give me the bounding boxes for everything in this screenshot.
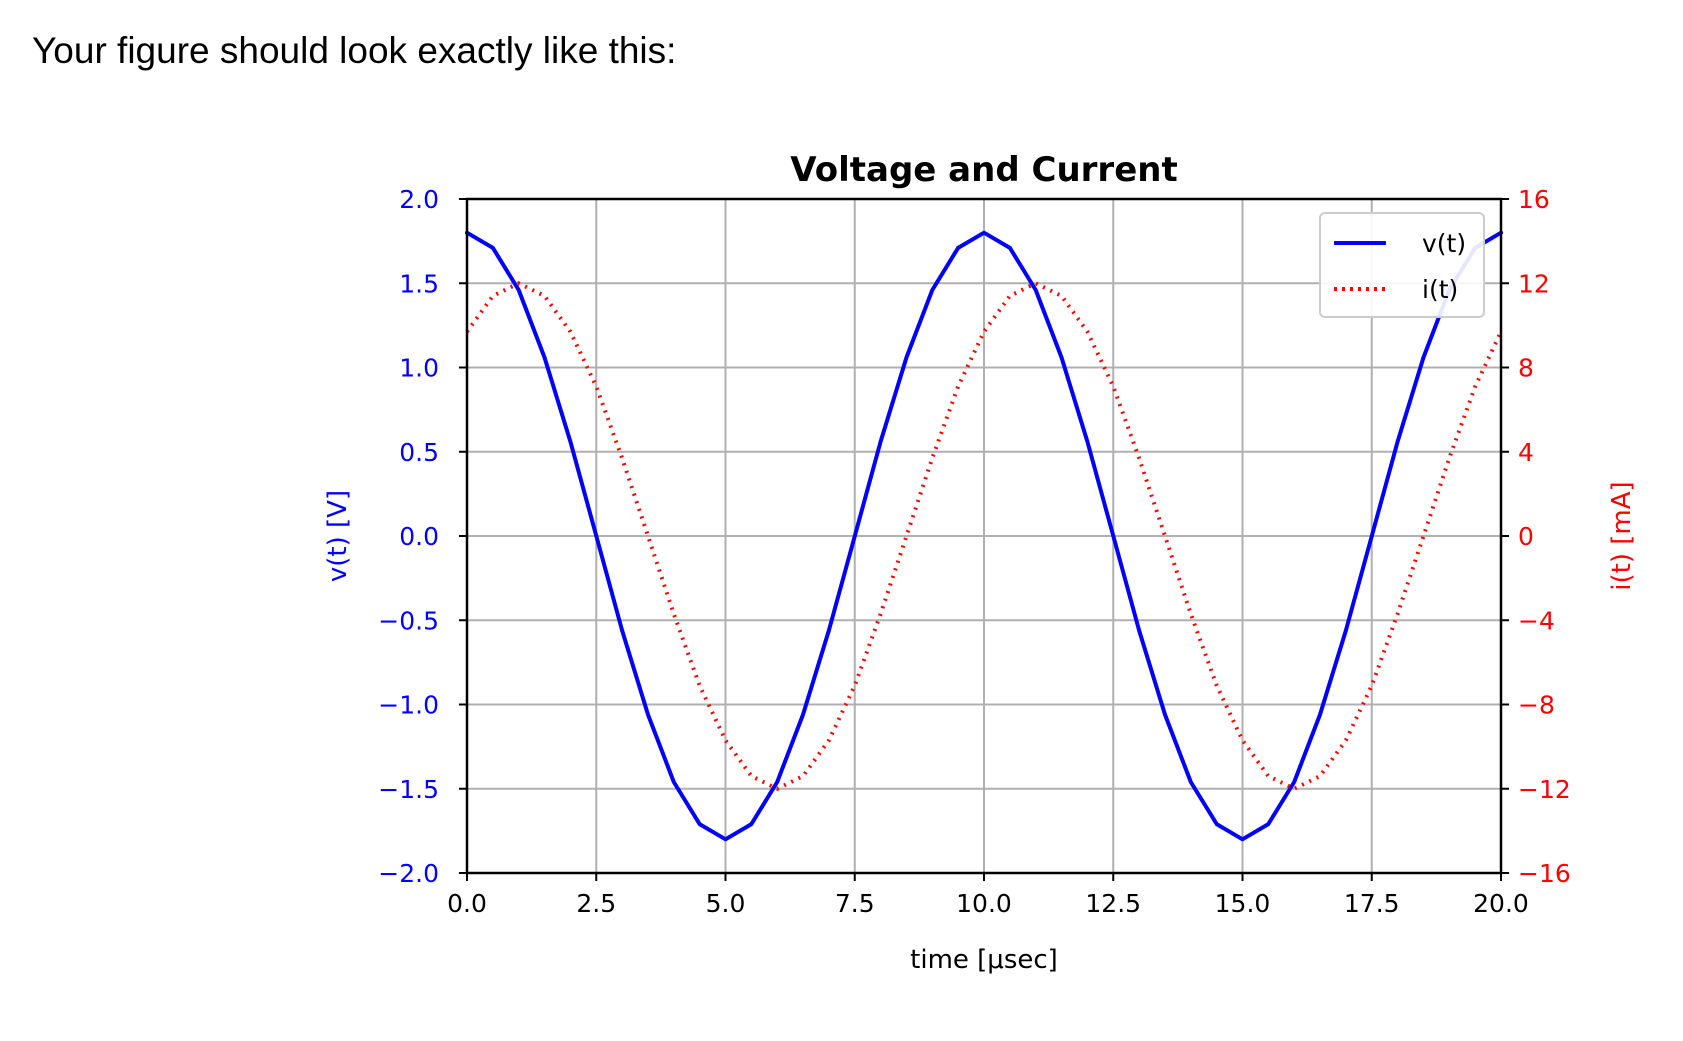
y-axis-label-left: v(t) [V]	[323, 490, 353, 582]
y-left-tick-label: 1.5	[399, 269, 439, 298]
y-right-tick-label: 8	[1518, 354, 1534, 383]
x-tick-label: 2.5	[576, 889, 616, 918]
chart-title: Voltage and Current	[790, 150, 1177, 190]
y-left-tick-label: −1.5	[378, 775, 439, 804]
y-right-tick-label: −16	[1518, 859, 1571, 888]
x-tick-label: 17.5	[1344, 889, 1400, 918]
legend-label-it: i(t)	[1422, 275, 1458, 304]
legend-label-vt: v(t)	[1422, 229, 1466, 258]
y-right-tick-label: 16	[1518, 185, 1550, 214]
x-tick-label: 15.0	[1215, 889, 1271, 918]
x-tick-label: 20.0	[1473, 889, 1529, 918]
y-left-tick-label: −0.5	[378, 606, 439, 635]
series-line-current	[465, 281, 1503, 791]
series-layer	[465, 230, 1503, 842]
y-left-tick-label: −2.0	[378, 859, 439, 888]
y-right-tick-label: 12	[1518, 269, 1550, 298]
x-tick-label: 5.0	[706, 889, 746, 918]
x-tick-label: 12.5	[1085, 889, 1141, 918]
x-tick-label: 0.0	[447, 889, 487, 918]
y-left-tick-label: 0.5	[399, 438, 439, 467]
y-left-tick-label: 0.0	[399, 522, 439, 551]
x-axis-label: time [μsec]	[910, 945, 1058, 975]
x-tick-label: 7.5	[835, 889, 875, 918]
y-left-tick-label: 2.0	[399, 185, 439, 214]
y-left-tick-label: −1.0	[378, 691, 439, 720]
y-left-tick-label: 1.0	[399, 354, 439, 383]
y-right-tick-label: −4	[1518, 606, 1555, 635]
y-axis-label-right: i(t) [mA]	[1607, 481, 1637, 590]
y-right-tick-label: −8	[1518, 691, 1555, 720]
figure-caption: Your figure should look exactly like thi…	[32, 30, 677, 71]
legend: v(t) i(t)	[1319, 212, 1485, 318]
y-right-tick-label: 0	[1518, 522, 1534, 551]
series-line-voltage	[465, 230, 1503, 842]
y-right-tick-label: −12	[1518, 775, 1571, 804]
y-right-tick-label: 4	[1518, 438, 1534, 467]
x-tick-label: 10.0	[956, 889, 1012, 918]
axis-layer: 0.0 2.5 5.0 7.5 10.0 12.5 15.0 17.5 20.0 2.0 1.5 1.…	[378, 185, 1570, 918]
